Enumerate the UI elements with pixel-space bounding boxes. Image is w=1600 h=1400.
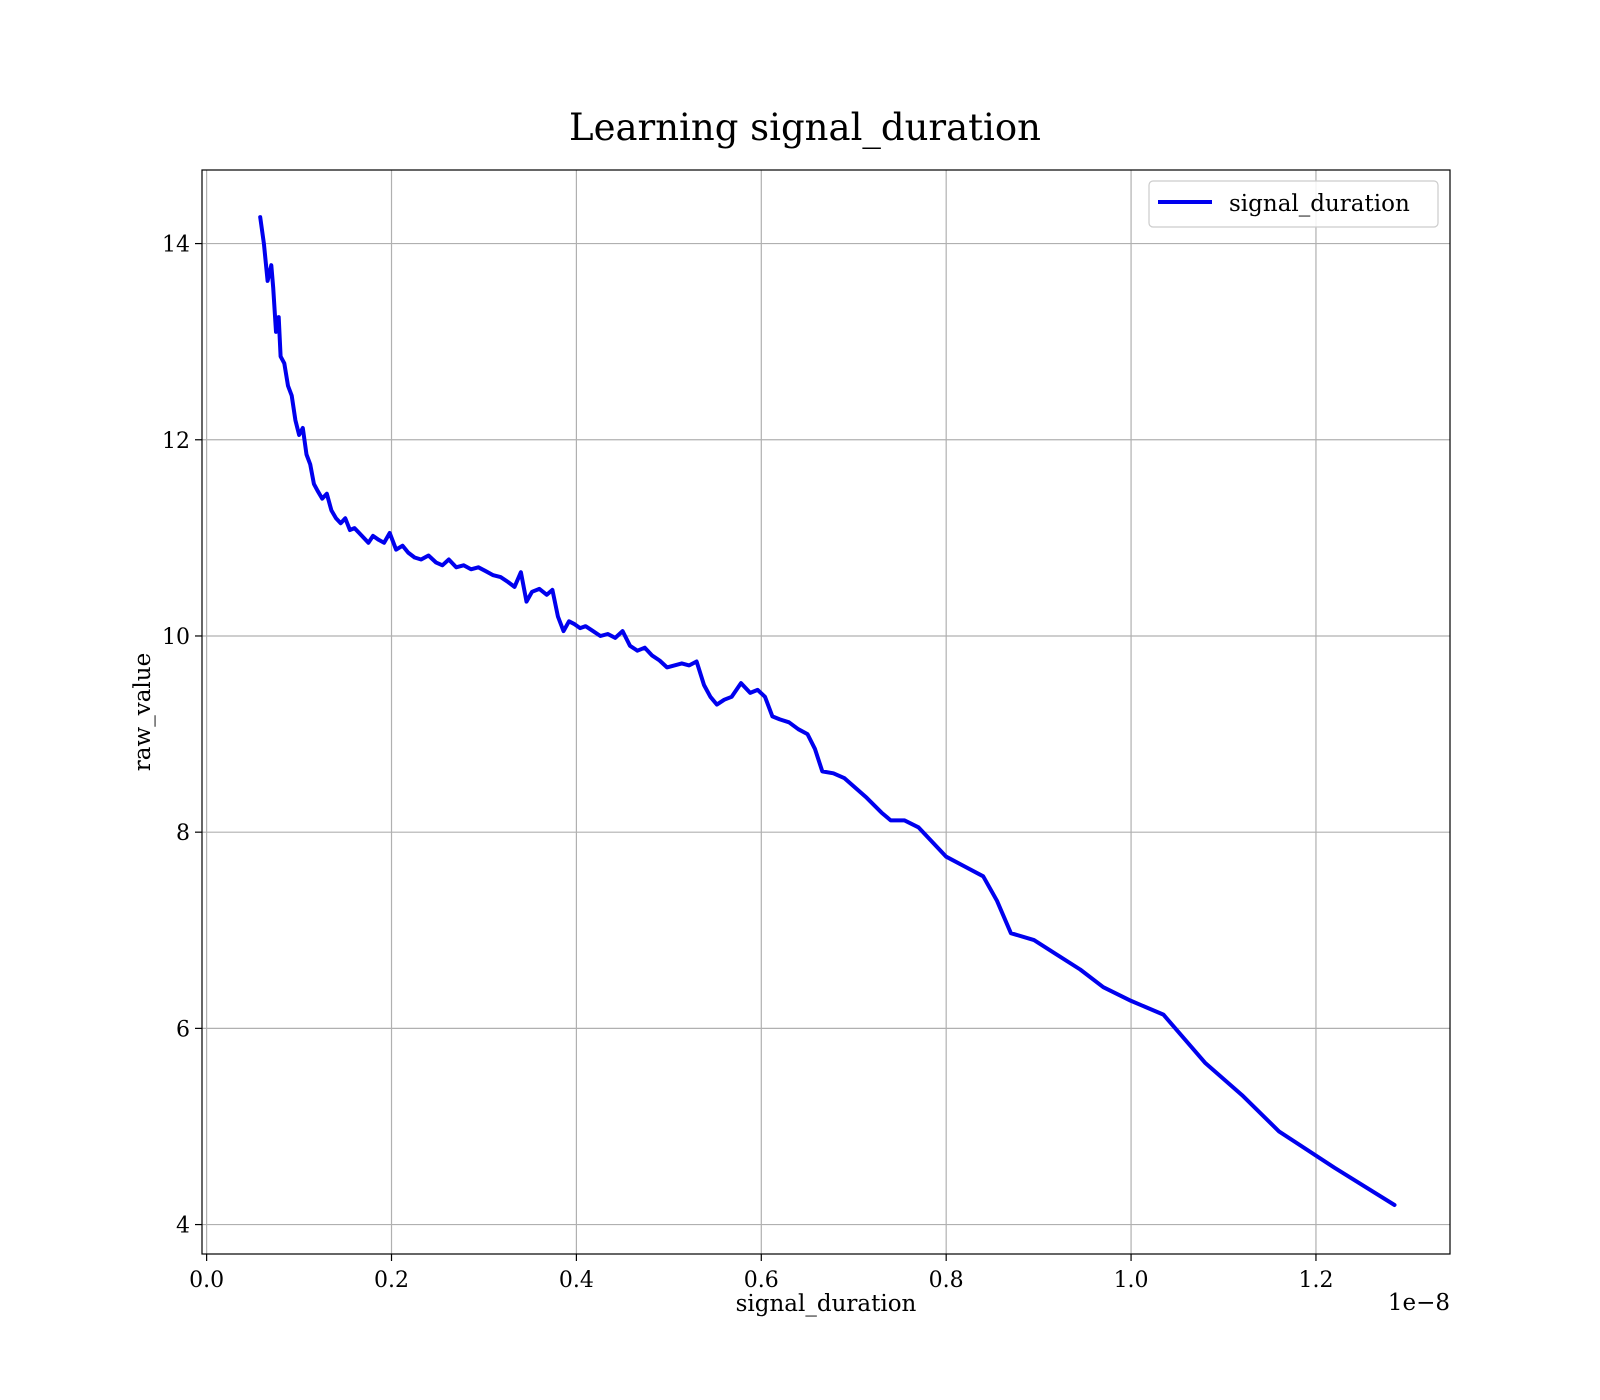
x-tick-label: 0.6: [744, 1268, 779, 1293]
x-axis-label: signal_duration: [736, 1291, 917, 1317]
x-axis-offset-text: 1e−8: [1388, 1290, 1450, 1316]
series-line-signal_duration: [258, 215, 1397, 1207]
y-tick-label: 14: [162, 233, 190, 258]
chart-title: Learning signal_duration: [569, 106, 1041, 150]
legend-label-signal_duration: signal_duration: [1229, 191, 1410, 217]
axes-frame: [201, 169, 1451, 1255]
y-tick-label: 12: [162, 429, 190, 454]
y-tick-label: 4: [176, 1214, 190, 1239]
axis-ticks: 0.0 0.2 0.4 0.6 0.8 1.0 1.2 4 6 8 10 12 14: [162, 233, 1333, 1293]
legend-box: [1148, 180, 1439, 228]
y-axis-label: raw_value: [130, 653, 156, 771]
y-tick-label: 10: [162, 625, 190, 650]
legend: signal_duration: [1148, 180, 1439, 228]
x-tick-label: 0.8: [929, 1268, 964, 1293]
x-tick-label: 1.0: [1114, 1268, 1149, 1293]
y-tick-label: 6: [176, 1017, 190, 1042]
x-tick-label: 0.2: [374, 1268, 409, 1293]
x-tick-label: 1.2: [1298, 1268, 1333, 1293]
y-tick-label: 8: [176, 821, 190, 846]
plot-area: [258, 215, 1397, 1207]
x-tick-label: 0.4: [559, 1268, 594, 1293]
x-tick-label: 0.0: [189, 1268, 224, 1293]
grid: [202, 170, 1450, 1254]
